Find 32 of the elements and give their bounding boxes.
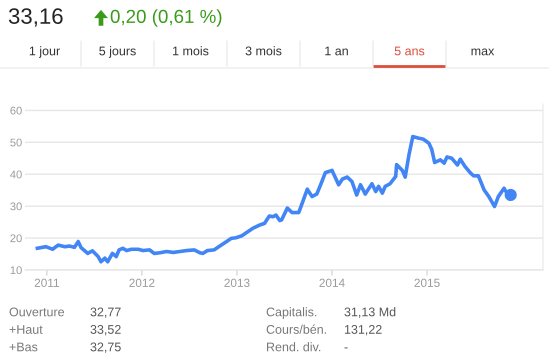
text: max [472,48,494,56]
x-tick-label: 2011 [34,278,59,288]
text: +Haut [10,325,43,334]
x-tick-label: 2012 [129,278,154,288]
x-tick-label: 2013 [224,278,250,288]
text: Capitalis. [266,307,316,319]
text: +Bas [10,342,38,352]
y-tick-label: 20 [10,234,22,242]
text: 131,22 [344,325,382,336]
text: 33,52 [90,325,121,336]
text: 32,77 [90,308,121,318]
y-tick-label: 60 [10,106,22,115]
text: Rend. div. [267,342,320,352]
chart-subtitle: 0,20 (0,61 %) [110,9,222,27]
y-tick-label: 10 [10,266,22,274]
text: - [344,347,348,348]
text: 31,13 Md [344,307,396,318]
text: 1 an [325,46,348,56]
text: 5 jours [99,46,136,58]
text: Ouverture [10,308,64,316]
x-tick-label: 2014 [319,278,345,288]
text: Cours/bén. [266,324,326,334]
text: 1 jour [30,46,60,58]
text: 5 ans [394,46,424,56]
y-tick-label: 40 [10,170,22,178]
x-tick-label: 2015 [414,278,440,288]
text: 1 mois [173,46,208,56]
text: 3 mois [246,46,282,56]
chart-title: 33,16 [8,8,63,27]
y-tick-label: 50 [10,138,22,146]
text: 32,75 [90,342,121,353]
y-tick-label: 30 [10,202,22,210]
